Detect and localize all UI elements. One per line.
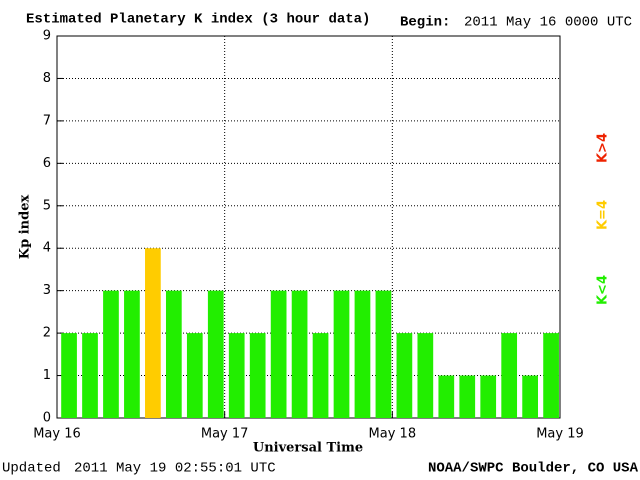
bar — [61, 333, 77, 418]
y-tick-label: 3 — [43, 283, 51, 298]
y-tick-label: 0 — [43, 411, 51, 426]
x-tick-label: May 17 — [201, 427, 249, 442]
bar — [312, 333, 329, 418]
bar — [145, 248, 161, 418]
bar — [417, 333, 434, 418]
x-tick-label: May 16 — [33, 427, 81, 442]
plot-frame — [56, 35, 561, 419]
y-tick-label: 7 — [43, 113, 51, 128]
bar — [249, 333, 266, 418]
begin-label: Begin: — [400, 15, 450, 31]
chart-title: Estimated Planetary K index (3 hour data… — [26, 12, 370, 28]
bar — [186, 333, 203, 418]
bar — [207, 290, 224, 418]
bar — [165, 290, 182, 418]
bar — [103, 290, 119, 418]
bar — [124, 290, 140, 418]
legend-label: K>4 — [596, 133, 611, 163]
bar — [354, 290, 371, 418]
bar — [522, 375, 538, 418]
bar — [270, 290, 287, 418]
source: NOAA/SWPC Boulder, CO USA — [428, 461, 639, 477]
bar — [291, 290, 308, 418]
y-tick-label: 5 — [43, 198, 51, 213]
bar — [82, 333, 98, 418]
bar — [396, 333, 413, 418]
bar — [375, 290, 392, 418]
bar — [480, 375, 497, 418]
y-axis-label: Kp index — [18, 195, 33, 260]
legend-label: K=4 — [596, 200, 611, 230]
y-tick-label: 6 — [43, 156, 51, 171]
y-tick-label: 9 — [43, 29, 51, 44]
bar — [543, 333, 559, 418]
y-tick-label: 1 — [43, 368, 51, 383]
x-tick-label: May 18 — [369, 427, 417, 442]
x-tick-label: May 19 — [536, 427, 584, 442]
legend-label: K<4 — [596, 275, 611, 305]
updated-value: 2011 May 19 02:55:01 UTC — [74, 461, 276, 477]
bar — [333, 290, 350, 418]
y-tick-label: 8 — [43, 71, 51, 86]
bar — [459, 375, 476, 418]
bar — [501, 333, 518, 418]
begin-value: 2011 May 16 0000 UTC — [464, 15, 632, 31]
y-tick-label: 4 — [43, 241, 51, 256]
bar — [438, 375, 455, 418]
bar — [228, 333, 245, 418]
x-axis-label: Universal Time — [253, 441, 363, 456]
y-tick-label: 2 — [43, 326, 51, 341]
updated-label: Updated — [2, 461, 61, 477]
